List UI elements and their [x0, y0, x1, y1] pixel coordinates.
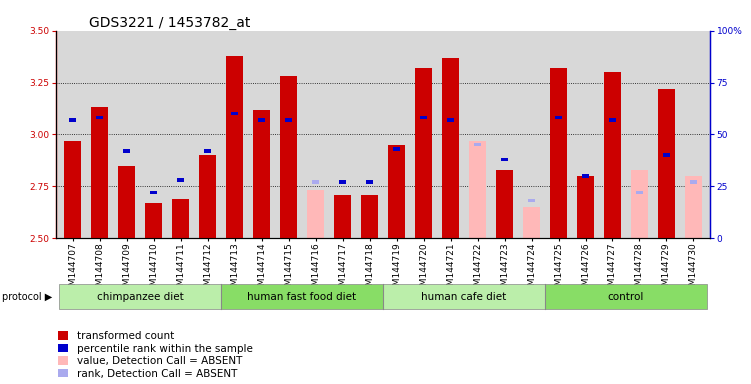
Bar: [609, 118, 617, 122]
Bar: [658, 89, 675, 238]
Bar: [415, 68, 433, 238]
Bar: [604, 72, 621, 238]
Text: human fast food diet: human fast food diet: [247, 291, 357, 302]
Bar: [176, 178, 184, 182]
Bar: [469, 141, 487, 238]
Bar: [306, 190, 324, 238]
Bar: [577, 176, 594, 238]
Bar: [635, 191, 644, 194]
Bar: [474, 143, 481, 146]
Bar: [279, 76, 297, 238]
Text: chimpanzee diet: chimpanzee diet: [97, 291, 183, 302]
Bar: [420, 116, 427, 119]
Bar: [145, 203, 162, 238]
Bar: [204, 149, 211, 153]
Bar: [339, 180, 346, 184]
Bar: [366, 180, 373, 184]
Bar: [258, 118, 265, 122]
Bar: [118, 166, 135, 238]
Bar: [528, 199, 535, 202]
Bar: [689, 180, 697, 184]
Bar: [199, 155, 216, 238]
Bar: [447, 118, 454, 122]
Bar: [501, 157, 508, 161]
Legend: transformed count, percentile rank within the sample, value, Detection Call = AB: transformed count, percentile rank withi…: [58, 331, 252, 379]
Text: protocol ▶: protocol ▶: [2, 291, 52, 302]
Bar: [122, 149, 131, 153]
Bar: [582, 174, 590, 177]
Bar: [64, 141, 81, 238]
Bar: [550, 68, 567, 238]
Bar: [172, 199, 189, 238]
Bar: [662, 154, 671, 157]
Bar: [149, 191, 157, 194]
Bar: [285, 118, 292, 122]
Bar: [393, 147, 400, 151]
Bar: [555, 116, 562, 119]
Bar: [95, 116, 104, 119]
Bar: [360, 195, 379, 238]
Bar: [231, 112, 238, 115]
Text: control: control: [608, 291, 644, 302]
Bar: [523, 207, 540, 238]
Bar: [388, 145, 406, 238]
Bar: [496, 170, 513, 238]
Bar: [685, 176, 702, 238]
Bar: [253, 109, 270, 238]
Bar: [226, 56, 243, 238]
Bar: [474, 143, 481, 146]
Bar: [333, 195, 351, 238]
Text: GDS3221 / 1453782_at: GDS3221 / 1453782_at: [89, 16, 250, 30]
Bar: [91, 108, 108, 238]
Bar: [69, 118, 77, 122]
Bar: [631, 170, 648, 238]
Bar: [442, 58, 460, 238]
Text: human cafe diet: human cafe diet: [421, 291, 507, 302]
Bar: [312, 180, 319, 184]
